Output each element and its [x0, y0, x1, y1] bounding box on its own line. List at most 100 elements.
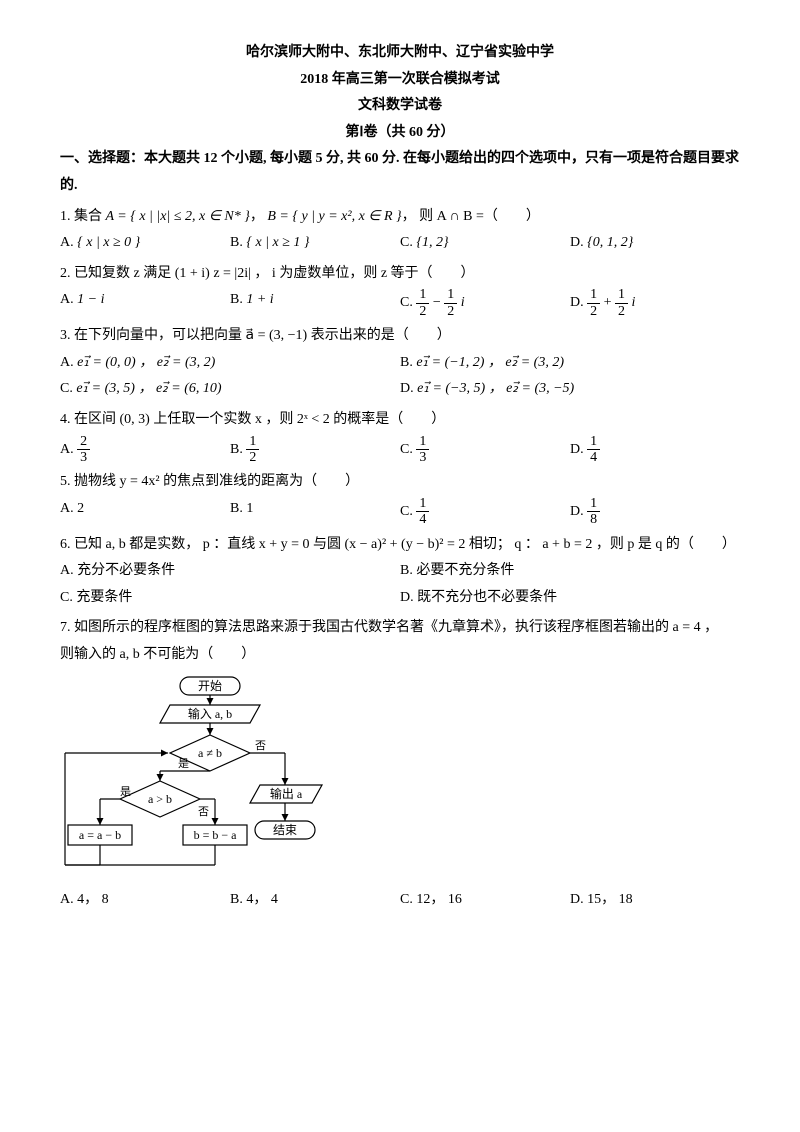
den: 3: [416, 450, 429, 465]
q6-optD: 既不充分也不必要条件: [417, 590, 557, 605]
den: 2: [587, 304, 600, 319]
section1-title: 一、选择题：本大题共 12 个小题, 每小题 5 分, 共 60 分. 在每小题…: [60, 146, 740, 199]
flow-input: 输入 a, b: [188, 706, 232, 721]
minus: −: [433, 295, 444, 310]
q7-opts: A. 4， 8 B. 4， 4 C. 12， 16 D. 15， 18: [60, 887, 740, 914]
frac-icon: 14: [587, 434, 600, 466]
label-A: A.: [60, 563, 77, 578]
label-D: D.: [570, 892, 587, 907]
q6-opts: A. 充分不必要条件 B. 必要不充分条件 C. 充要条件 D. 既不充分也不必…: [60, 558, 740, 611]
q7-optC: 12， 16: [416, 892, 462, 907]
label-C: C.: [400, 504, 416, 519]
flowchart: 开始 输入 a, b a ≠ b 是 否 输出 a 结束 a > b 是 a =…: [60, 675, 360, 885]
q7-optA: 4， 8: [77, 892, 109, 907]
q6-optB: 必要不充分条件: [416, 563, 514, 578]
frac-icon: 12: [615, 287, 628, 319]
num: 1: [587, 287, 600, 303]
q3-optA: e₁⃗ = (0, 0) ， e₂⃗ = (3, 2): [77, 355, 215, 370]
q6-stem: 6. 已知 a, b 都是实数， p ：直线 x + y = 0 与圆 (x −…: [60, 532, 740, 559]
q2-optB: 1 + i: [246, 292, 273, 307]
plus: +: [604, 295, 615, 310]
label-B: B.: [400, 355, 416, 370]
q1-optA: { x | x ≥ 0 }: [77, 235, 140, 250]
label-D: D.: [570, 504, 587, 519]
q4-opts: A. 23 B. 12 C. 13 D. 14: [60, 434, 740, 466]
q1-opts: A. { x | x ≥ 0 } B. { x | x ≥ 1 } C. {1,…: [60, 230, 740, 257]
flow-end: 结束: [273, 823, 297, 837]
q1: 1. 集合 A = { x | |x| ≤ 2, x ∈ N* }， B = {…: [60, 204, 740, 231]
label-D: D.: [570, 442, 587, 457]
label-B: B.: [230, 292, 246, 307]
flow-yes2: 是: [120, 785, 131, 798]
label-C: C.: [400, 442, 416, 457]
label-B: B.: [230, 442, 246, 457]
q6-optA: 充分不必要条件: [77, 563, 175, 578]
label-C: C.: [400, 235, 416, 250]
label-A: A.: [60, 292, 77, 307]
label-D: D.: [570, 235, 587, 250]
label-B: B.: [400, 563, 416, 578]
label-D: D.: [570, 295, 587, 310]
num: 1: [444, 287, 457, 303]
label-A: A.: [60, 355, 77, 370]
flow-cond2: a > b: [148, 792, 172, 806]
i: i: [457, 295, 464, 310]
q7-stem2: 则输入的 a, b 不可能为（ ）: [60, 642, 740, 669]
q3-optB: e₁⃗ = (−1, 2) ， e₂⃗ = (3, 2): [416, 355, 564, 370]
q1-optB: { x | x ≥ 1 }: [246, 235, 309, 250]
label-D: D.: [400, 590, 417, 605]
den: 3: [77, 450, 90, 465]
den: 4: [587, 450, 600, 465]
q2-optA: 1 − i: [77, 292, 104, 307]
num: 1: [587, 496, 600, 512]
q5-opts: A. 2 B. 1 C. 14 D. 18: [60, 496, 740, 528]
den: 8: [587, 512, 600, 527]
label-B: B.: [230, 892, 246, 907]
flow-yes1: 是: [178, 757, 189, 770]
q5-optB: 1: [246, 501, 253, 516]
label-A: A.: [60, 892, 77, 907]
num: 1: [615, 287, 628, 303]
q3-stem: 3. 在下列向量中，可以把向量 a⃗ = (3, −1) 表示出来的是（ ）: [60, 323, 740, 350]
frac-icon: 13: [416, 434, 429, 466]
label-C: C.: [400, 295, 416, 310]
flow-cond1: a ≠ b: [198, 746, 222, 760]
frac-icon: 12: [444, 287, 457, 319]
q1-optC: {1, 2}: [416, 235, 448, 250]
label-C: C.: [60, 590, 76, 605]
i: i: [628, 295, 635, 310]
q1-optD: {0, 1, 2}: [587, 235, 633, 250]
num: 1: [246, 434, 259, 450]
flow-no2: 否: [198, 806, 209, 818]
label-D: D.: [400, 381, 417, 396]
frac-icon: 14: [416, 496, 429, 528]
q5-stem: 5. 抛物线 y = 4x² 的焦点到准线的距离为（ ）: [60, 469, 740, 496]
label-B: B.: [230, 501, 246, 516]
num: 1: [587, 434, 600, 450]
label-B: B.: [230, 235, 246, 250]
den: 2: [416, 304, 429, 319]
flow-output: 输出 a: [270, 786, 303, 801]
q3-opts: A. e₁⃗ = (0, 0) ， e₂⃗ = (3, 2) B. e₁⃗ = …: [60, 350, 740, 403]
label-A: A.: [60, 442, 77, 457]
q1-B: B = { y | y = x², x ∈ R }: [267, 209, 401, 224]
frac-icon: 12: [246, 434, 259, 466]
den: 2: [246, 450, 259, 465]
q3-optC: e₁⃗ = (3, 5) ， e₂⃗ = (6, 10): [76, 381, 221, 396]
flow-assign1: a = a − b: [79, 828, 121, 842]
flow-start: 开始: [198, 679, 222, 693]
den: 2: [444, 304, 457, 319]
q7-optD: 15， 18: [587, 892, 633, 907]
frac-icon: 23: [77, 434, 90, 466]
num: 1: [416, 287, 429, 303]
q1-tail: ， 则 A ∩ B =（ ）: [402, 209, 540, 224]
q6-optC: 充要条件: [76, 590, 132, 605]
q4-stem: 4. 在区间 (0, 3) 上任取一个实数 x ，则 2ˣ < 2 的概率是（ …: [60, 407, 740, 434]
header-line4: 第Ⅰ卷（共 60 分）: [60, 120, 740, 147]
den: 4: [416, 512, 429, 527]
den: 2: [615, 304, 628, 319]
q1-A: A = { x | |x| ≤ 2, x ∈ N* }: [106, 209, 250, 224]
num: 1: [416, 434, 429, 450]
header-line1: 哈尔滨师大附中、东北师大附中、辽宁省实验中学: [60, 40, 740, 67]
label-C: C.: [60, 381, 76, 396]
